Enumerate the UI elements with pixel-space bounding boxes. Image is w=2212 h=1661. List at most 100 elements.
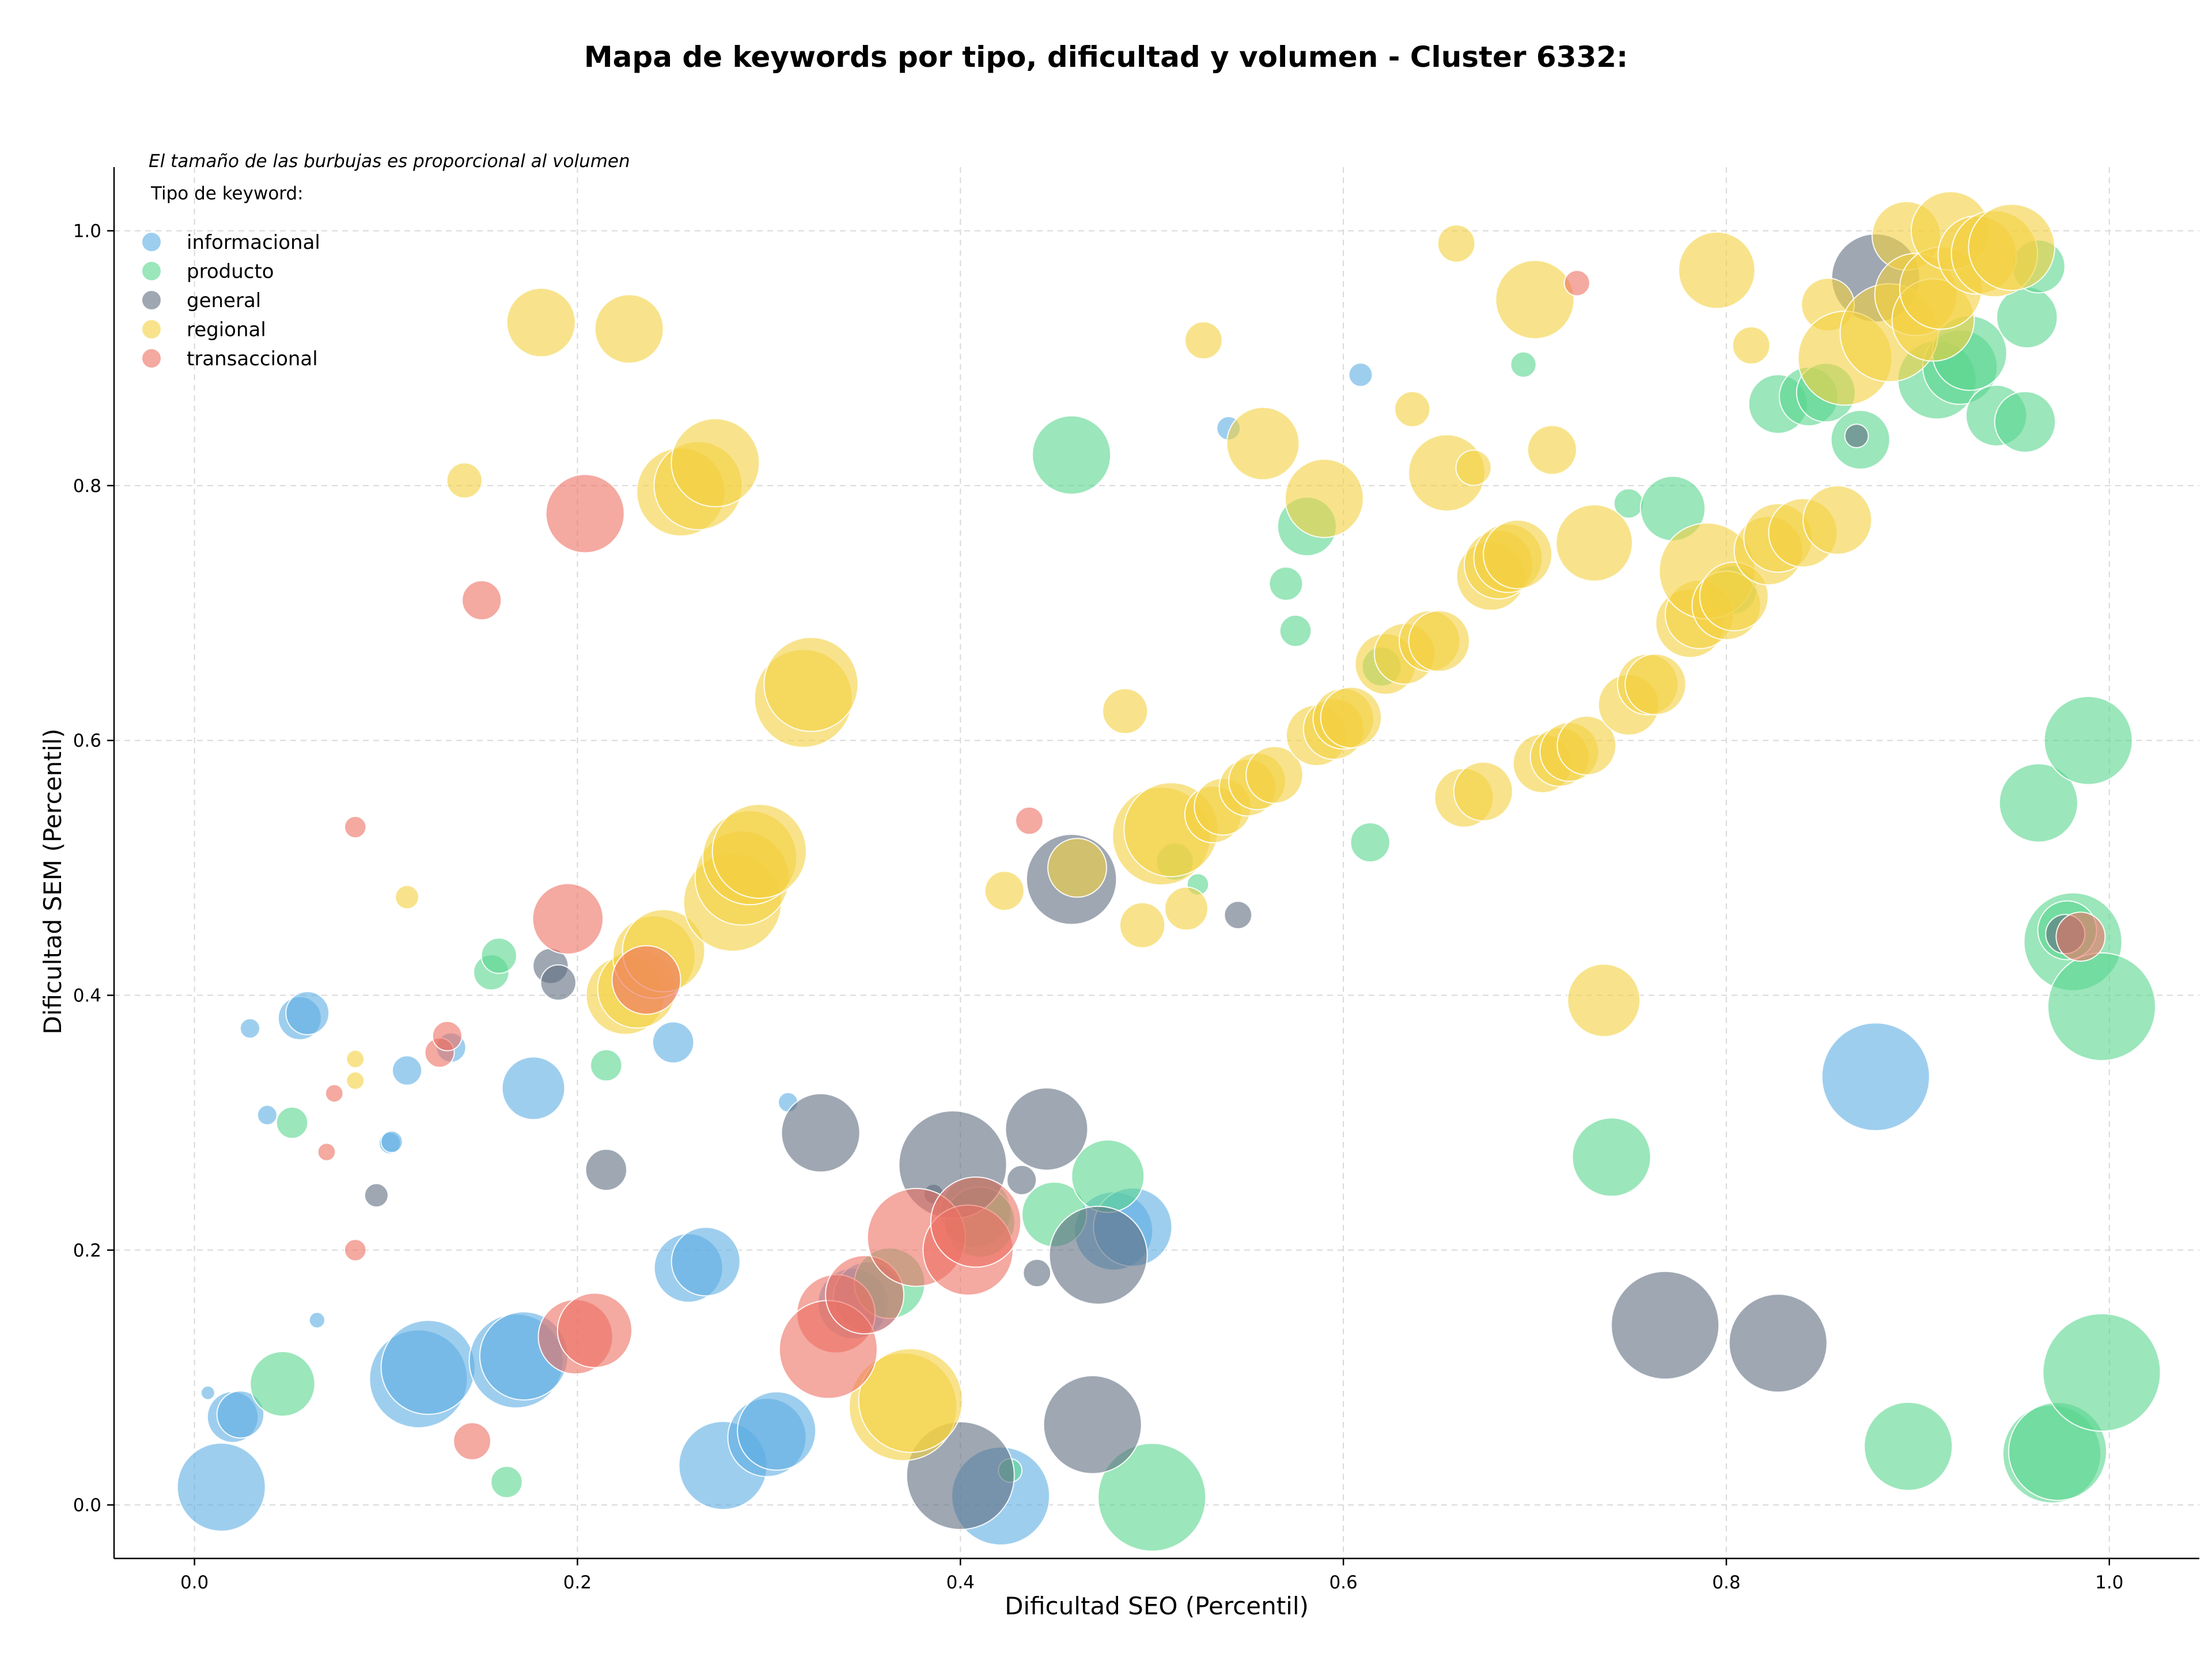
bubble-regional bbox=[1437, 224, 1476, 263]
bubble-regional bbox=[1732, 326, 1771, 365]
bubble-size-note: El tamaño de las burbujas es proporciona… bbox=[149, 151, 630, 172]
x-tick-label: 0.6 bbox=[1329, 1572, 1357, 1593]
bubble-transaccional bbox=[461, 580, 502, 620]
legend-marker-producto bbox=[141, 260, 162, 282]
bubble-general bbox=[1006, 1164, 1037, 1195]
bubble-general bbox=[1043, 1375, 1142, 1474]
bubble-regional bbox=[1394, 391, 1431, 427]
legend-label-regional: regional bbox=[187, 319, 266, 342]
bubble-general bbox=[1005, 1087, 1089, 1171]
bubble-producto bbox=[1994, 391, 2056, 453]
bubble-informacional bbox=[501, 1056, 566, 1121]
bubble-regional bbox=[1245, 746, 1304, 804]
legend-label-transaccional: transaccional bbox=[187, 347, 318, 370]
bubble-transaccional bbox=[611, 945, 681, 1015]
bubble-producto bbox=[480, 937, 517, 974]
y-tick-label: 0.6 bbox=[73, 731, 101, 751]
bubble-regional bbox=[1047, 838, 1107, 898]
x-tick-label: 1.0 bbox=[2095, 1572, 2123, 1593]
bubble-regional bbox=[1226, 407, 1300, 480]
bubble-transaccional bbox=[344, 1239, 367, 1262]
bubble-producto bbox=[275, 1106, 309, 1139]
bubble-informacional bbox=[176, 1442, 266, 1532]
bubble-regional bbox=[1567, 963, 1641, 1038]
bubble-informacional bbox=[652, 1021, 695, 1064]
bubble-regional bbox=[858, 1348, 963, 1453]
bubble-producto bbox=[1279, 614, 1312, 648]
bubble-informacional bbox=[671, 1227, 741, 1297]
bubble-informacional bbox=[380, 1319, 476, 1415]
bubble-regional bbox=[594, 294, 664, 364]
y-tick-label: 0.8 bbox=[73, 476, 101, 497]
axes: 0.0 0.2 0.4 0.6 0.8 1.0 0.0 0.2 0.4 0.6 0.8 1.0 bbox=[73, 167, 2199, 1593]
legend-marker-regional bbox=[141, 319, 162, 340]
bubble-producto bbox=[249, 1350, 316, 1417]
y-axis-label: Dificultad SEM (Percentil) bbox=[39, 729, 67, 1035]
bubble-general bbox=[1022, 1258, 1051, 1288]
bubble-regional bbox=[1678, 231, 1756, 309]
x-tick-label: 0.0 bbox=[180, 1572, 209, 1593]
bubble-informacional bbox=[1348, 362, 1373, 387]
y-tick-label: 0.2 bbox=[73, 1240, 101, 1261]
bubbles bbox=[176, 191, 2161, 1552]
bubble-producto bbox=[1998, 763, 2078, 843]
bubble-regional bbox=[711, 804, 807, 899]
bubble-producto bbox=[2047, 952, 2156, 1061]
bubble-regional bbox=[1284, 459, 1364, 538]
x-tick-label: 0.4 bbox=[946, 1572, 975, 1593]
bubble-general bbox=[1224, 901, 1253, 929]
bubble-producto bbox=[2043, 695, 2133, 785]
bubble-informacional bbox=[216, 1390, 265, 1439]
bubble-regional bbox=[395, 884, 419, 910]
x-tick-label: 0.2 bbox=[563, 1572, 592, 1593]
chart-title: Mapa de keywords por tipo, dificultad y … bbox=[584, 40, 1628, 74]
legend-title: Tipo de keyword: bbox=[150, 183, 304, 204]
bubble-regional bbox=[1483, 519, 1553, 589]
bubble-general bbox=[540, 964, 577, 1001]
bubble-regional bbox=[1624, 653, 1687, 716]
bubble-informacional bbox=[256, 1104, 278, 1126]
bubble-regional bbox=[1320, 686, 1382, 749]
bubble-producto bbox=[1097, 1443, 1207, 1552]
bubble-informacional bbox=[1821, 1022, 1930, 1132]
bubble-regional bbox=[446, 462, 483, 499]
bubble-producto bbox=[1996, 286, 2058, 349]
bubble-general bbox=[585, 1148, 628, 1191]
bubble-regional bbox=[1164, 886, 1209, 931]
bubble-transaccional bbox=[317, 1142, 336, 1161]
bubble-informacional bbox=[737, 1391, 817, 1471]
legend-marker-general bbox=[141, 290, 162, 311]
legend-label-producto: producto bbox=[187, 260, 274, 283]
bubble-regional bbox=[1968, 203, 2055, 292]
bubble-general bbox=[1048, 1205, 1148, 1305]
bubble-transaccional bbox=[930, 1176, 1022, 1268]
bubble-producto bbox=[1032, 415, 1112, 495]
bubble-transaccional bbox=[431, 1020, 463, 1051]
bubble-transaccional bbox=[325, 1084, 344, 1103]
bubble-regional bbox=[671, 418, 760, 508]
bubble-general bbox=[1611, 1270, 1720, 1380]
bubble-producto bbox=[1268, 566, 1304, 601]
bubble-informacional bbox=[392, 1055, 423, 1086]
bubble-producto bbox=[1571, 1117, 1652, 1197]
x-tick-label: 0.8 bbox=[1712, 1572, 1740, 1593]
bubble-regional bbox=[1184, 321, 1223, 360]
bubble-producto bbox=[1863, 1401, 1953, 1491]
bubble-informacional bbox=[200, 1385, 215, 1401]
bubble-regional bbox=[1495, 260, 1575, 339]
bubble-transaccional bbox=[453, 1422, 491, 1461]
bubble-regional bbox=[1102, 688, 1149, 735]
bubble-general bbox=[1728, 1293, 1828, 1393]
bubble-regional bbox=[346, 1071, 365, 1090]
bubble-producto bbox=[590, 1049, 623, 1082]
bubble-producto bbox=[1071, 1139, 1145, 1213]
bubble-transaccional bbox=[545, 474, 625, 554]
bubble-informacional bbox=[240, 1018, 260, 1039]
bubble-regional bbox=[763, 637, 859, 732]
y-tick-label: 0.0 bbox=[73, 1495, 101, 1516]
bubble-informacional bbox=[308, 1311, 326, 1329]
bubble-regional bbox=[1802, 485, 1873, 555]
bubble-transaccional bbox=[1015, 806, 1044, 835]
y-tick-label: 0.4 bbox=[73, 986, 101, 1007]
bubble-general bbox=[781, 1093, 861, 1173]
